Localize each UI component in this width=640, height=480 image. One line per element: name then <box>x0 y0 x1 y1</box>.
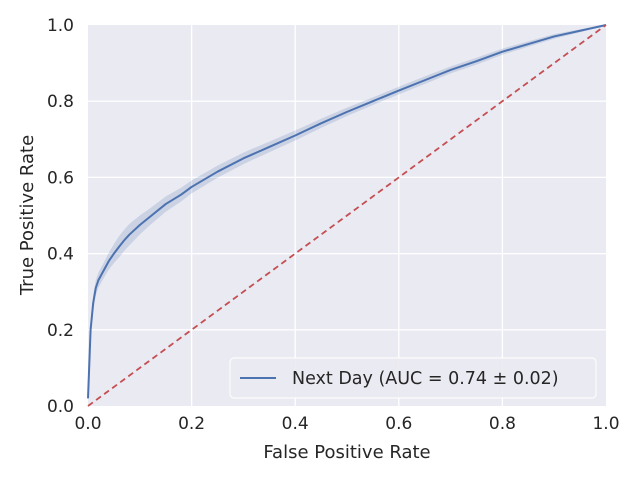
x-tick-label: 0.0 <box>74 414 101 434</box>
y-tick-label: 0.0 <box>47 397 74 417</box>
tick-labels: 0.0 0.2 0.4 0.6 0.8 1.0 0.0 0.2 0.4 0.6 0.8 1.0 <box>47 16 620 434</box>
legend-box <box>229 357 597 399</box>
grid-lines <box>88 25 606 406</box>
x-axis-label: False Positive Rate <box>263 442 430 463</box>
legend: Next Day (AUC = 0.74 ± 0.02) <box>229 357 597 399</box>
roc-curve-line <box>87 24 607 399</box>
legend-label-next-day: Next Day (AUC = 0.74 ± 0.02) <box>292 369 559 389</box>
chance-diagonal-line <box>87 24 607 407</box>
x-tick-label: 0.8 <box>489 414 516 434</box>
x-tick-label: 1.0 <box>592 414 619 434</box>
y-tick-label: 1.0 <box>47 16 74 36</box>
y-tick-label: 0.6 <box>47 168 74 188</box>
y-axis-label: True Positive Rate <box>17 135 38 296</box>
series-layer <box>87 24 607 407</box>
x-tick-label: 0.6 <box>385 414 412 434</box>
y-tick-label: 0.8 <box>47 92 74 112</box>
x-tick-label: 0.4 <box>282 414 309 434</box>
y-tick-label: 0.2 <box>47 321 74 341</box>
y-tick-label: 0.4 <box>47 245 74 265</box>
x-tick-label: 0.2 <box>178 414 205 434</box>
